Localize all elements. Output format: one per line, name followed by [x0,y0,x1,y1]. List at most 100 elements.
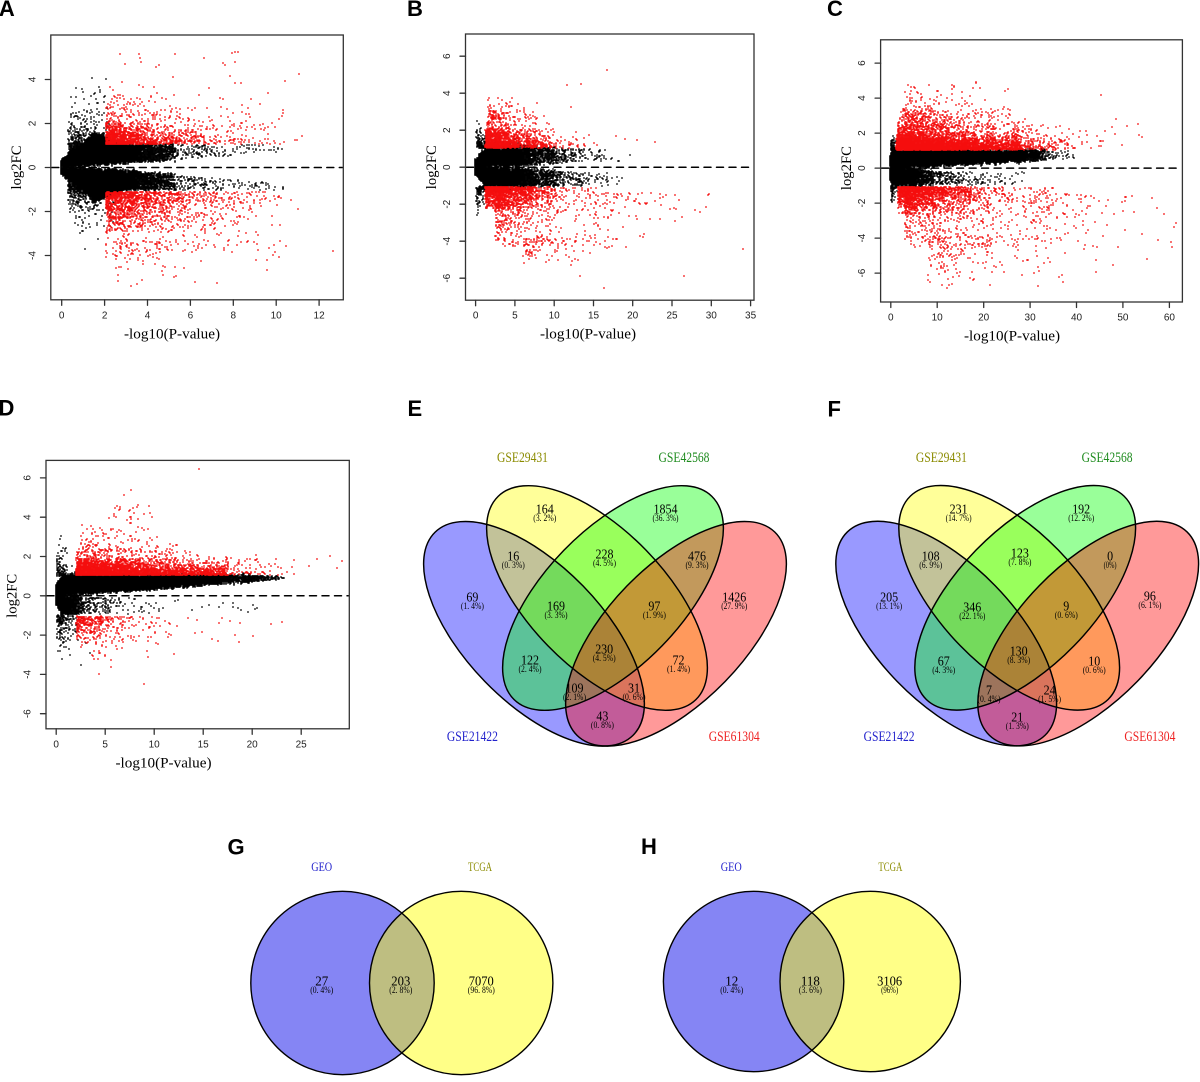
svg-text:123: 123 [1011,546,1029,561]
svg-text:0: 0 [53,739,59,750]
svg-text:TCGA: TCGA [878,860,902,874]
svg-text:(4. 5%): (4. 5%) [593,558,616,568]
svg-text:(1. 9%): (1. 9%) [643,610,666,620]
svg-text:0: 0 [59,310,65,321]
svg-text:8: 8 [231,310,237,321]
svg-text:(0. 8%): (0. 8%) [591,720,614,730]
svg-text:log2FC: log2FC [4,574,20,618]
svg-text:12: 12 [314,310,326,321]
svg-text:4: 4 [23,514,34,520]
svg-text:(3. 3%): (3. 3%) [545,610,568,620]
svg-text:(6. 1%): (6. 1%) [1138,600,1161,610]
svg-text:3106: 3106 [877,974,902,989]
svg-text:97: 97 [648,599,660,614]
svg-text:10: 10 [549,311,561,322]
svg-text:6: 6 [857,60,868,66]
svg-text:-log10(P-value): -log10(P-value) [124,326,220,342]
svg-text:15: 15 [198,739,210,750]
svg-text:(0. 4%): (0. 4%) [720,985,743,995]
svg-text:log2FC: log2FC [9,146,25,190]
svg-text:12: 12 [725,974,738,989]
svg-text:(1. 3%): (1. 3%) [1006,721,1029,731]
svg-text:B: B [407,0,423,21]
svg-text:69: 69 [466,590,478,605]
svg-text:0: 0 [442,164,453,170]
svg-text:231: 231 [950,502,968,517]
svg-text:(1. 5%): (1. 5%) [1038,694,1061,704]
svg-text:(0. 4%): (0. 4%) [978,694,1001,704]
svg-text:GSE29431: GSE29431 [497,450,548,466]
svg-text:228: 228 [596,547,614,562]
svg-text:(0%): (0%) [1104,560,1117,570]
svg-text:(8. 3%): (8. 3%) [1007,655,1030,665]
svg-text:GSE42568: GSE42568 [659,450,710,466]
svg-text:-2: -2 [442,199,453,208]
svg-text:27: 27 [315,974,328,989]
svg-text:40: 40 [1071,313,1083,324]
svg-text:0: 0 [857,165,868,171]
svg-text:20: 20 [627,311,639,322]
svg-text:2: 2 [442,127,453,133]
svg-text:1426: 1426 [722,590,746,605]
svg-text:(9. 3%): (9. 3%) [686,560,709,570]
svg-text:108: 108 [922,549,940,564]
svg-text:GSE42568: GSE42568 [1082,450,1133,466]
svg-text:118: 118 [801,974,820,989]
svg-text:2: 2 [27,120,38,126]
svg-text:5: 5 [512,311,518,322]
svg-text:60: 60 [1164,313,1176,324]
svg-text:10: 10 [932,313,944,324]
svg-text:10: 10 [1088,654,1100,669]
svg-text:5: 5 [102,739,108,750]
svg-text:-2: -2 [23,630,34,639]
svg-text:D: D [0,396,14,421]
svg-text:346: 346 [963,600,981,615]
svg-text:(27. 9%): (27. 9%) [721,601,747,611]
svg-text:-4: -4 [23,670,34,679]
svg-text:169: 169 [547,599,565,614]
svg-text:C: C [827,0,843,21]
svg-text:20: 20 [978,313,990,324]
svg-text:-4: -4 [442,236,453,245]
svg-text:4: 4 [857,95,868,101]
svg-text:(96. 8%): (96. 8%) [468,985,495,995]
svg-text:-log10(P-value): -log10(P-value) [540,327,636,343]
svg-text:25: 25 [666,311,678,322]
svg-text:0: 0 [1107,549,1113,564]
svg-text:6: 6 [188,310,194,321]
svg-text:GSE61304: GSE61304 [1124,729,1175,745]
svg-text:30: 30 [1025,313,1037,324]
svg-text:0: 0 [27,164,38,170]
svg-text:10: 10 [271,310,283,321]
svg-text:(7. 8%): (7. 8%) [1008,557,1031,567]
svg-text:9: 9 [1063,599,1069,614]
svg-text:1854: 1854 [654,502,678,517]
svg-text:7: 7 [986,683,992,698]
svg-text:TCGA: TCGA [468,860,492,874]
svg-text:203: 203 [391,974,410,989]
svg-text:205: 205 [880,590,898,605]
svg-text:-log10(P-value): -log10(P-value) [964,329,1060,345]
svg-text:(13. 1%): (13. 1%) [876,601,902,611]
svg-text:(36. 3%): (36. 3%) [653,513,679,523]
svg-text:GEO: GEO [721,860,742,874]
svg-text:-6: -6 [442,273,453,282]
svg-text:4: 4 [27,76,38,82]
svg-text:10: 10 [149,739,161,750]
svg-text:30: 30 [706,311,718,322]
svg-text:130: 130 [1010,644,1028,659]
svg-text:24: 24 [1044,683,1056,698]
svg-text:(3. 2%): (3. 2%) [533,513,556,523]
svg-text:31: 31 [628,681,640,696]
svg-text:0: 0 [473,311,479,322]
svg-text:GSE21422: GSE21422 [864,729,915,745]
svg-text:(0. 6%): (0. 6%) [623,692,646,702]
svg-text:6: 6 [442,53,453,59]
svg-text:-2: -2 [857,198,868,207]
svg-text:(3. 6%): (3. 6%) [799,985,822,995]
svg-text:25: 25 [296,739,308,750]
svg-text:-4: -4 [857,233,868,242]
svg-text:476: 476 [688,549,706,564]
svg-text:50: 50 [1117,313,1129,324]
svg-text:(2. 4%): (2. 4%) [519,664,542,674]
